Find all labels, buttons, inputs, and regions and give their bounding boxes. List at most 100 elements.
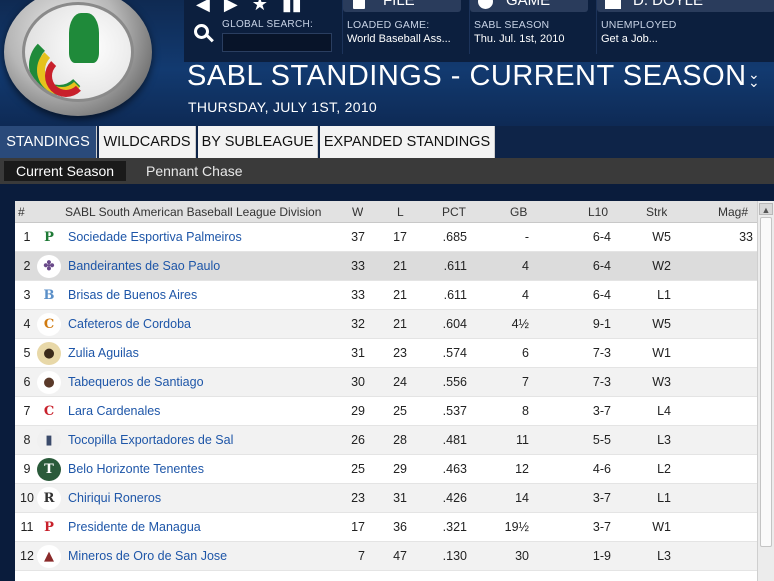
row-rank: 1 — [23, 230, 31, 244]
team-name-link[interactable]: Belo Horizonte Tenentes — [68, 462, 204, 476]
table-row[interactable]: 1 P Sociedade Esportiva Palmeiros 37 17 .685 -… — [15, 223, 757, 252]
table-row[interactable]: 9 T Belo Horizonte Tenentes 25 29 .463 12 4-6 L2 — [15, 455, 757, 484]
scroll-up-arrow-icon[interactable]: ▲ — [759, 203, 773, 215]
col-l10-header[interactable]: L10 — [588, 205, 609, 219]
row-rank: 7 — [23, 404, 31, 418]
manager-button[interactable]: D. DOYLE — [597, 0, 774, 12]
pct-value: .685 — [442, 230, 467, 244]
wins-value: 32 — [351, 317, 365, 331]
team-name-link[interactable]: Chiriqui Roneros — [68, 491, 162, 505]
team-name-link[interactable]: Brisas de Buenos Aires — [68, 288, 198, 302]
league-logo[interactable] — [0, 0, 156, 122]
back-icon[interactable]: ◀ — [196, 0, 210, 14]
global-search-label: GLOBAL SEARCH: — [222, 19, 314, 30]
gb-value: 14 — [515, 491, 529, 505]
team-name-link[interactable]: Mineros de Oro de San Jose — [68, 549, 228, 563]
team-name-link[interactable]: Tabequeros de Santiago — [68, 375, 204, 389]
wins-value: 23 — [351, 491, 365, 505]
table-row[interactable]: 12 ▲ Mineros de Oro de San Jose 7 47 .130 30 1-… — [15, 542, 757, 571]
vertical-scrollbar[interactable]: ▲ — [757, 201, 774, 581]
last10-value: 6-4 — [592, 288, 611, 302]
team-name-link[interactable]: Presidente de Managua — [68, 520, 201, 534]
star-icon[interactable]: ★ — [251, 0, 268, 14]
tab-wildcards[interactable]: WILDCARDS — [99, 126, 196, 158]
file-button-label: FILE — [383, 0, 415, 9]
table-row[interactable]: 8 ▮ Tocopilla Exportadores de Sal 26 28 .481 1… — [15, 426, 757, 455]
table-row[interactable]: 4 C Cafeteros de Cordoba 32 21 .604 4½ 9-1 W5 — [15, 310, 757, 339]
col-w-header[interactable]: W — [352, 205, 364, 219]
subtab-pennant-chase[interactable]: Pennant Chase — [146, 163, 243, 179]
team-name-link[interactable]: Tocopilla Exportadores de Sal — [68, 433, 234, 447]
wins-value: 31 — [351, 346, 365, 360]
table-row[interactable]: 2 ✤ Bandeirantes de Sao Paulo 33 21 .611 4 6-4 W… — [15, 252, 757, 281]
table-row[interactable]: 10 R Chiriqui Roneros 23 31 .426 14 3-7 L1 — [15, 484, 757, 513]
global-search-input[interactable] — [222, 33, 332, 52]
pct-value: .611 — [443, 288, 467, 302]
gb-value: 4 — [522, 288, 529, 302]
col-strk-header[interactable]: Strk — [646, 205, 668, 219]
table-row[interactable]: 3 B Brisas de Buenos Aires 33 21 .611 4 6-4 L1 — [15, 281, 757, 310]
file-button[interactable]: FILE — [343, 0, 461, 12]
magic-number-value: 33 — [739, 230, 753, 244]
team-name-link[interactable]: Zulia Aguilas — [68, 346, 139, 360]
last10-value: 9-1 — [592, 317, 611, 331]
table-row[interactable]: 7 C Lara Cardenales 29 25 .537 8 3-7 L4 — [15, 397, 757, 426]
table-row[interactable]: 5 ● Zulia Aguilas 31 23 .574 6 7-3 W1 — [15, 339, 757, 368]
team-name-link[interactable]: Bandeirantes de Sao Paulo — [68, 259, 221, 273]
scroll-thumb[interactable] — [760, 217, 772, 547]
sub-tabs: Current Season Pennant Chase — [0, 158, 774, 184]
col-team-header[interactable]: SABL South American Baseball League Divi… — [65, 205, 322, 219]
streak-value: L1 — [657, 491, 671, 505]
table-header: # SABL South American Baseball League Di… — [15, 201, 757, 223]
losses-value: 47 — [393, 549, 407, 563]
last10-value: 4-6 — [592, 462, 611, 476]
streak-value: W1 — [652, 346, 671, 360]
search-icon[interactable] — [192, 22, 218, 48]
forward-icon[interactable]: ▶ — [223, 0, 238, 14]
col-num-header[interactable]: # — [18, 205, 25, 219]
team-logo-icon: ● — [37, 371, 61, 394]
col-l-header[interactable]: L — [397, 205, 404, 219]
last10-value: 6-4 — [592, 259, 611, 273]
team-logo-icon: C — [37, 400, 61, 423]
streak-value: W5 — [652, 230, 671, 244]
page-title: SABL STANDINGS - CURRENT SEASON — [187, 60, 747, 92]
game-button[interactable]: GAME — [470, 0, 588, 12]
pct-value: .463 — [442, 462, 467, 476]
tab-standings[interactable]: STANDINGS — [0, 126, 97, 158]
pct-value: .537 — [442, 404, 467, 418]
last10-value: 3-7 — [592, 520, 611, 534]
manager-status-label: UNEMPLOYED — [601, 19, 677, 31]
streak-value: W5 — [652, 317, 671, 331]
pct-value: .426 — [442, 491, 467, 505]
loaded-game-label: LOADED GAME: — [347, 19, 430, 31]
row-rank: 10 — [20, 491, 34, 505]
team-logo-icon: B — [37, 284, 61, 307]
team-logo-icon: T — [37, 458, 61, 481]
gb-value: 12 — [515, 462, 529, 476]
logo-player-figure — [69, 13, 99, 63]
manager-status-value[interactable]: Get a Job... — [601, 33, 658, 45]
menu-icon[interactable]: ▮▮ — [281, 0, 302, 14]
table-row[interactable]: 6 ● Tabequeros de Santiago 30 24 .556 7 7-3 W3 — [15, 368, 757, 397]
row-rank: 8 — [23, 433, 31, 447]
table-row[interactable]: 11 P Presidente de Managua 17 36 .321 19½ 3-7 W1 — [15, 513, 757, 542]
main-tabs: STANDINGS WILDCARDS BY SUBLEAGUE EXPANDE… — [0, 126, 774, 158]
col-gb-header[interactable]: GB — [510, 205, 528, 219]
team-name-link[interactable]: Sociedade Esportiva Palmeiros — [68, 230, 242, 244]
last10-value: 6-4 — [592, 230, 611, 244]
last10-value: 7-3 — [592, 375, 611, 389]
chevron-down-icon[interactable]: ⌄ ⌄ — [748, 66, 760, 90]
logo-red-arc — [45, 55, 87, 97]
team-name-link[interactable]: Lara Cardenales — [68, 404, 161, 418]
tab-by-subleague[interactable]: BY SUBLEAGUE — [198, 126, 318, 158]
gb-value: 6 — [522, 346, 529, 360]
losses-value: 23 — [393, 346, 407, 360]
tab-expanded-standings[interactable]: EXPANDED STANDINGS — [320, 126, 495, 158]
streak-value: W1 — [652, 520, 671, 534]
wins-value: 33 — [351, 259, 365, 273]
team-name-link[interactable]: Cafeteros de Cordoba — [68, 317, 191, 331]
col-mag-header[interactable]: Mag# — [718, 205, 749, 219]
col-pct-header[interactable]: PCT — [442, 205, 466, 219]
subtab-current-season[interactable]: Current Season — [4, 161, 127, 181]
